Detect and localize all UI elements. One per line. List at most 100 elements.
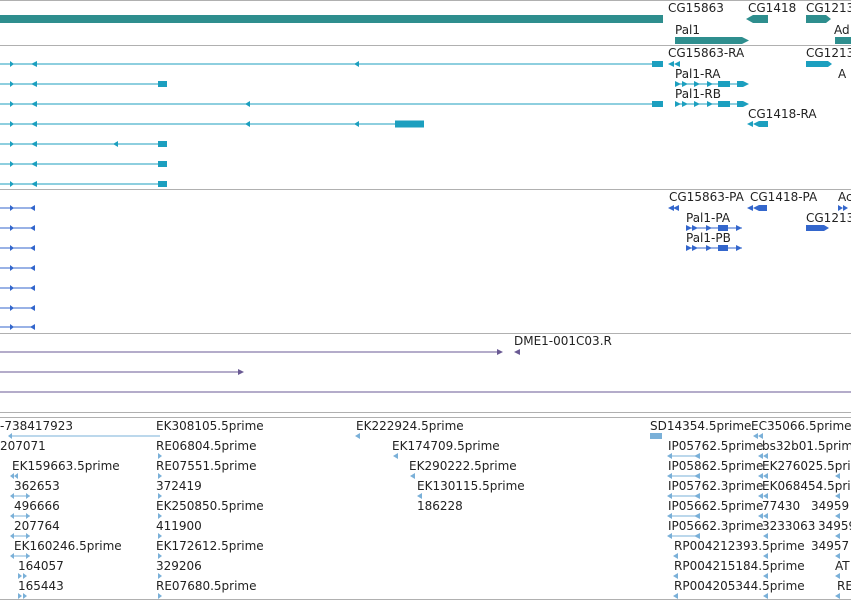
protein-row-7[interactable]	[0, 324, 35, 330]
protein-row-2[interactable]	[0, 225, 35, 231]
gene-cg15863-feature[interactable]	[0, 15, 663, 23]
protein-pal1-pb[interactable]	[686, 245, 742, 251]
transcript-row-3[interactable]	[0, 101, 663, 107]
gene-label-cg15863: CG15863	[668, 1, 724, 15]
gene-pal1-feature[interactable]	[675, 37, 749, 44]
est-glyphs[interactable]	[8, 433, 840, 599]
est-label: 164057	[18, 559, 64, 573]
est-label: 186228	[417, 499, 463, 513]
est-label: IP05662.5prime	[668, 499, 763, 513]
est-label: -738417923	[0, 419, 73, 433]
gene-label-ad: Ad	[834, 23, 850, 37]
gene-cg1213-feature[interactable]	[806, 15, 831, 23]
transcript-label-pal1-ra: Pal1-RA	[675, 67, 721, 81]
transcript-cg1418-ra[interactable]	[747, 121, 768, 127]
est-label: 362653	[14, 479, 60, 493]
est-label: IP05762.5prime	[668, 439, 763, 453]
protein-label-ac: Ac	[838, 190, 851, 204]
transcript-row-6[interactable]	[0, 161, 167, 167]
transcript-pal1-rb[interactable]	[675, 101, 749, 107]
est-label: EK250850.5prime	[156, 499, 264, 513]
est-label: IP05762.3prime	[668, 479, 763, 493]
clone-track: DME1-001C03.R	[0, 334, 851, 393]
gene-ad-feature[interactable]	[835, 37, 851, 44]
protein-track: CG15863-PA CG1418-PA Ac Pal1-PA CG1213 P…	[0, 190, 851, 330]
protein-cg15863-pa[interactable]	[668, 205, 679, 211]
est-track: -738417923 EK308105.5prime EK222924.5pri…	[0, 419, 851, 599]
est-label: 34957	[811, 539, 849, 553]
est-label: RP004212393.5prime	[674, 539, 805, 553]
transcript-row-4[interactable]	[0, 120, 424, 128]
protein-label-pal1-pb: Pal1-PB	[686, 231, 731, 245]
est-label: RE06804.5prime	[156, 439, 257, 453]
est-label: RE07551.5prime	[156, 459, 257, 473]
transcript-row-5[interactable]	[0, 141, 167, 147]
protein-ac[interactable]	[838, 205, 848, 211]
est-label: 34959	[818, 519, 851, 533]
est-label: EK160246.5prime	[14, 539, 122, 553]
est-label: RE	[837, 579, 851, 593]
est-label: IP05862.5prime	[668, 459, 763, 473]
transcript-pal1-ra[interactable]	[675, 81, 749, 87]
est-label: 165443	[18, 579, 64, 593]
protein-cg1418-pa[interactable]	[747, 205, 767, 211]
est-label: EK130115.5prime	[417, 479, 525, 493]
est-label: 77430	[762, 499, 800, 513]
est-label: EK174709.5prime	[392, 439, 500, 453]
transcript-cg15863-ra[interactable]	[668, 61, 680, 67]
protein-cg1213[interactable]	[806, 225, 829, 231]
est-label: bs32b01.5prime	[762, 439, 851, 453]
protein-row-1[interactable]	[0, 205, 35, 211]
est-label: 3233063	[762, 519, 815, 533]
est-label: EK290222.5prime	[409, 459, 517, 473]
gene-track: CG15863 CG1418 CG1213 Pal1 Ad	[0, 1, 851, 44]
est-label: 329206	[156, 559, 202, 573]
gene-label-cg1213: CG1213	[806, 1, 851, 15]
gene-cg1418-feature[interactable]	[746, 15, 768, 23]
est-labels: -738417923 EK308105.5prime EK222924.5pri…	[0, 419, 851, 593]
est-label: 411900	[156, 519, 202, 533]
est-label: EK172612.5prime	[156, 539, 264, 553]
est-label: EK308105.5prime	[156, 419, 264, 433]
est-label: RE07680.5prime	[156, 579, 257, 593]
est-label: EC35066.5prime	[751, 419, 851, 433]
est-label: RP004205344.5prime	[674, 579, 805, 593]
protein-row-6[interactable]	[0, 305, 35, 311]
est-label: AT	[835, 559, 850, 573]
protein-label-cg1418-pa: CG1418-PA	[750, 190, 818, 204]
est-label: 34959	[811, 499, 849, 513]
clone-row-2[interactable]	[0, 369, 244, 375]
clone-label-dme1: DME1-001C03.R	[514, 334, 612, 348]
est-label: 496666	[14, 499, 60, 513]
protein-label-cg1213: CG1213	[806, 211, 851, 225]
est-label: 207764	[14, 519, 60, 533]
protein-label-pal1-pa: Pal1-PA	[686, 211, 731, 225]
transcript-row-2[interactable]	[0, 81, 167, 87]
protein-row-5[interactable]	[0, 285, 35, 291]
transcript-label-cg15863-ra: CG15863-RA	[668, 46, 745, 60]
protein-row-4[interactable]	[0, 265, 35, 271]
transcript-label-pal1-rb: Pal1-RB	[675, 87, 721, 101]
protein-row-3[interactable]	[0, 245, 35, 251]
transcript-cg1213[interactable]	[806, 61, 832, 67]
transcript-label-cg1213: CG1213	[806, 46, 851, 60]
est-label: 207071	[0, 439, 46, 453]
transcript-label-a: A	[838, 67, 847, 81]
est-label: 372419	[156, 479, 202, 493]
est-label: IP05662.3prime	[668, 519, 763, 533]
clone-row-1[interactable]	[0, 349, 520, 355]
transcript-row-1[interactable]	[0, 61, 663, 67]
est-label: SD14354.5prime	[650, 419, 751, 433]
transcript-row-7[interactable]	[0, 181, 167, 187]
est-label: EK222924.5prime	[356, 419, 464, 433]
gene-label-pal1: Pal1	[675, 23, 700, 37]
est-label: RP004215184.5prime	[674, 559, 805, 573]
est-label: EK068454.5prime	[762, 479, 851, 493]
protein-label-cg15863-pa: CG15863-PA	[669, 190, 745, 204]
est-label: EK276025.5prime	[762, 459, 851, 473]
protein-pal1-pa[interactable]	[686, 225, 742, 231]
est-label: EK159663.5prime	[12, 459, 120, 473]
gene-label-cg1418: CG1418	[748, 1, 796, 15]
